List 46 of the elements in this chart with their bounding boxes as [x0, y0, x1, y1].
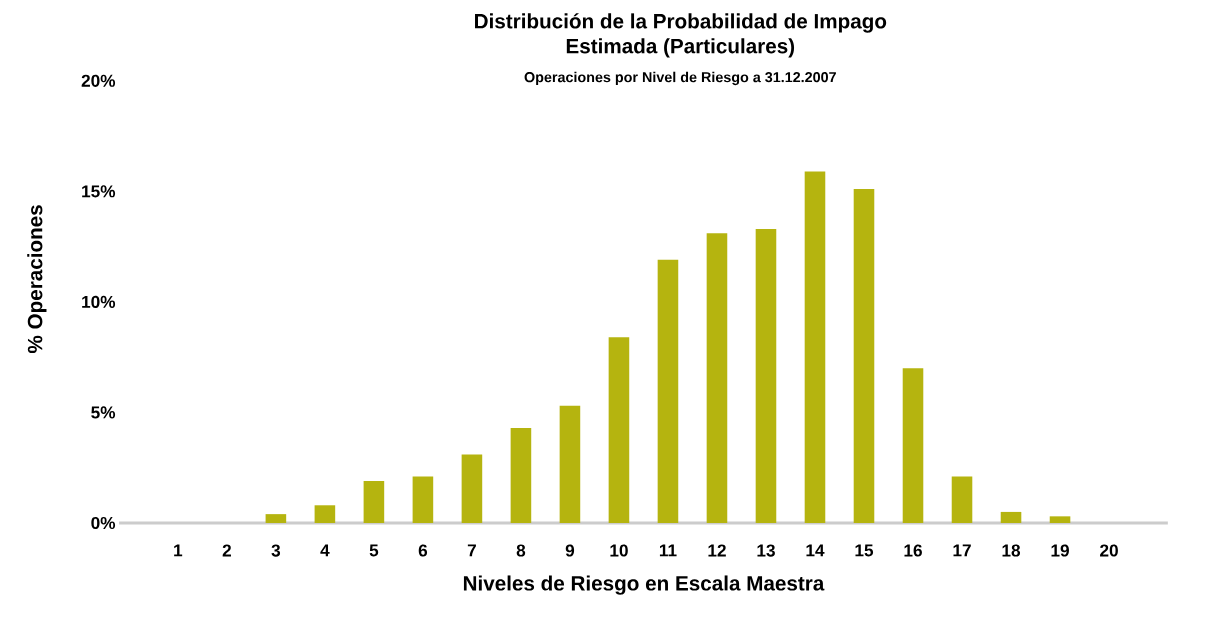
y-tick-label: 0% — [91, 516, 116, 530]
bar — [755, 228, 777, 523]
x-tick-label: 20 — [1100, 544, 1118, 557]
y-tick-label: 20% — [81, 74, 116, 87]
bar — [853, 189, 875, 523]
x-tick-label: 7 — [467, 544, 476, 557]
x-tick-label: 10 — [610, 544, 628, 557]
bar — [902, 368, 924, 523]
x-tick-label: 17 — [953, 544, 971, 557]
x-tick-label: 19 — [1051, 544, 1069, 557]
bar — [1049, 516, 1071, 523]
y-tick-label: 5% — [91, 406, 116, 419]
chart-subtitle: Operaciones por Nivel de Riesgo a 31.12.2007 — [524, 71, 836, 86]
bar — [412, 476, 434, 523]
bar — [363, 480, 385, 523]
bar — [706, 233, 728, 523]
x-tick-label: 9 — [565, 544, 575, 557]
bar — [314, 505, 336, 523]
x-tick-label: 4 — [320, 544, 330, 557]
x-tick-label: 8 — [516, 544, 526, 557]
x-tick-label: 14 — [806, 544, 825, 557]
x-tick-label: 18 — [1002, 544, 1021, 557]
bar — [1000, 511, 1022, 523]
y-tick-label: 10% — [82, 295, 116, 308]
bar — [265, 514, 287, 523]
x-tick-label: 3 — [271, 544, 281, 557]
x-tick-label: 1 — [174, 544, 183, 557]
bar — [657, 259, 679, 523]
bar — [559, 405, 581, 523]
x-tick-label: 6 — [418, 544, 428, 557]
x-tick-label: 16 — [904, 544, 922, 557]
bar — [461, 454, 483, 523]
x-tick-label: 12 — [708, 544, 726, 557]
y-tick-label: 15% — [82, 185, 116, 198]
x-tick-label: 11 — [659, 544, 677, 557]
y-axis-title: % Operaciones — [27, 205, 47, 354]
x-tick-label: 13 — [757, 544, 775, 557]
x-tick-label: 15 — [855, 544, 874, 557]
x-axis-title: Niveles de Riesgo en Escala Maestra — [463, 575, 825, 595]
bar — [510, 427, 532, 523]
bar — [804, 171, 826, 523]
x-tick-label: 5 — [369, 544, 379, 557]
bar — [951, 476, 973, 523]
chart-title: Distribución de la Probabilidad de Impago Estimada (Particulares) — [475, 13, 887, 58]
bar — [608, 337, 630, 523]
x-tick-label: 2 — [222, 544, 231, 557]
